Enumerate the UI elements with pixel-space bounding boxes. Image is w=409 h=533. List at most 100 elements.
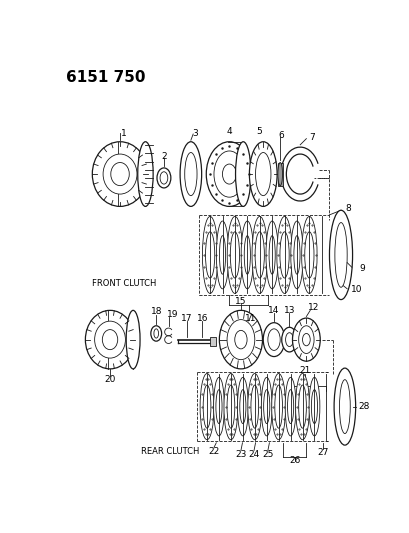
Bar	[277, 163, 282, 185]
Ellipse shape	[227, 320, 254, 360]
Ellipse shape	[180, 142, 201, 206]
Ellipse shape	[290, 221, 302, 289]
Ellipse shape	[153, 329, 158, 338]
Ellipse shape	[216, 390, 222, 424]
Text: 27: 27	[317, 448, 328, 457]
Ellipse shape	[102, 329, 117, 350]
Text: 14: 14	[268, 306, 279, 315]
Ellipse shape	[205, 232, 214, 278]
Ellipse shape	[274, 385, 282, 428]
Ellipse shape	[293, 236, 299, 274]
Ellipse shape	[255, 152, 270, 196]
Ellipse shape	[267, 329, 279, 350]
Ellipse shape	[301, 216, 316, 294]
Ellipse shape	[235, 142, 250, 206]
Ellipse shape	[223, 374, 237, 440]
Text: 24: 24	[248, 450, 259, 459]
Text: 12: 12	[308, 303, 319, 312]
Ellipse shape	[94, 321, 125, 358]
Ellipse shape	[92, 142, 147, 206]
Text: 9: 9	[359, 264, 364, 273]
Ellipse shape	[219, 310, 262, 369]
Ellipse shape	[263, 322, 284, 357]
Ellipse shape	[265, 221, 278, 289]
Ellipse shape	[339, 379, 349, 433]
Ellipse shape	[334, 223, 346, 287]
Ellipse shape	[308, 377, 319, 436]
Ellipse shape	[240, 221, 253, 289]
Ellipse shape	[216, 221, 228, 289]
Ellipse shape	[268, 236, 274, 274]
Text: 11: 11	[245, 313, 256, 322]
Text: 6151 750: 6151 750	[66, 70, 145, 85]
Text: 22: 22	[208, 447, 219, 456]
Ellipse shape	[281, 327, 297, 352]
Text: 19: 19	[166, 310, 178, 319]
Ellipse shape	[160, 172, 167, 184]
Ellipse shape	[295, 374, 309, 440]
Text: 28: 28	[357, 402, 369, 411]
Text: 5: 5	[256, 127, 262, 136]
Ellipse shape	[302, 334, 310, 346]
Ellipse shape	[285, 333, 292, 346]
Text: 10: 10	[350, 285, 361, 294]
Ellipse shape	[103, 154, 137, 194]
Ellipse shape	[249, 142, 276, 206]
Text: 15: 15	[235, 297, 246, 305]
Text: 18: 18	[150, 308, 162, 317]
Text: 2: 2	[161, 152, 166, 161]
Ellipse shape	[287, 390, 293, 424]
Text: 13: 13	[283, 306, 294, 315]
Text: 26: 26	[288, 456, 300, 465]
Ellipse shape	[329, 210, 352, 300]
Text: 21: 21	[299, 366, 310, 375]
Text: 20: 20	[104, 375, 115, 384]
Ellipse shape	[151, 326, 161, 341]
Ellipse shape	[292, 318, 319, 361]
Ellipse shape	[285, 377, 295, 436]
Ellipse shape	[277, 163, 282, 185]
Ellipse shape	[213, 377, 224, 436]
Ellipse shape	[213, 151, 244, 197]
Ellipse shape	[279, 232, 288, 278]
Ellipse shape	[244, 236, 250, 274]
Ellipse shape	[234, 330, 247, 349]
Text: 6: 6	[278, 131, 284, 140]
Ellipse shape	[298, 326, 313, 353]
Ellipse shape	[247, 374, 261, 440]
Ellipse shape	[304, 232, 313, 278]
Ellipse shape	[237, 377, 247, 436]
Text: 16: 16	[196, 313, 208, 322]
Text: 3: 3	[191, 129, 197, 138]
Text: 8: 8	[345, 204, 351, 213]
Ellipse shape	[298, 385, 306, 428]
Text: 4: 4	[226, 127, 231, 136]
Ellipse shape	[206, 142, 252, 206]
Ellipse shape	[200, 374, 213, 440]
Text: REAR CLUTCH: REAR CLUTCH	[140, 447, 199, 456]
Ellipse shape	[239, 390, 245, 424]
Ellipse shape	[202, 216, 217, 294]
Ellipse shape	[230, 232, 239, 278]
Ellipse shape	[310, 390, 317, 424]
Ellipse shape	[85, 310, 134, 369]
Ellipse shape	[261, 377, 272, 436]
Text: 23: 23	[235, 450, 246, 459]
Ellipse shape	[250, 385, 258, 428]
Ellipse shape	[219, 236, 225, 274]
Ellipse shape	[126, 310, 140, 369]
Text: 1: 1	[121, 129, 126, 138]
Bar	[210, 336, 216, 346]
Ellipse shape	[137, 142, 153, 206]
Ellipse shape	[263, 390, 269, 424]
Ellipse shape	[227, 385, 234, 428]
Text: FRONT CLUTCH: FRONT CLUTCH	[92, 279, 156, 288]
Ellipse shape	[271, 374, 285, 440]
Ellipse shape	[157, 168, 171, 188]
Text: 7: 7	[308, 133, 314, 142]
Ellipse shape	[110, 163, 129, 185]
Ellipse shape	[254, 232, 264, 278]
Ellipse shape	[222, 164, 236, 184]
Text: 17: 17	[181, 313, 192, 322]
Ellipse shape	[184, 152, 197, 196]
